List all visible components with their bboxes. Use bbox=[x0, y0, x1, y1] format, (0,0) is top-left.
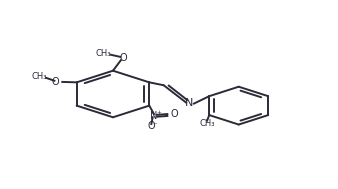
Text: CH₃: CH₃ bbox=[199, 119, 215, 128]
Text: ⁻: ⁻ bbox=[153, 121, 158, 130]
Text: N: N bbox=[150, 111, 158, 121]
Text: O: O bbox=[147, 121, 155, 131]
Text: O: O bbox=[119, 53, 127, 63]
Text: +: + bbox=[156, 110, 161, 115]
Text: O: O bbox=[52, 77, 59, 87]
Text: O: O bbox=[170, 109, 178, 119]
Text: N: N bbox=[185, 98, 193, 108]
Text: CH₃: CH₃ bbox=[96, 50, 111, 58]
Text: CH₃: CH₃ bbox=[31, 72, 47, 81]
